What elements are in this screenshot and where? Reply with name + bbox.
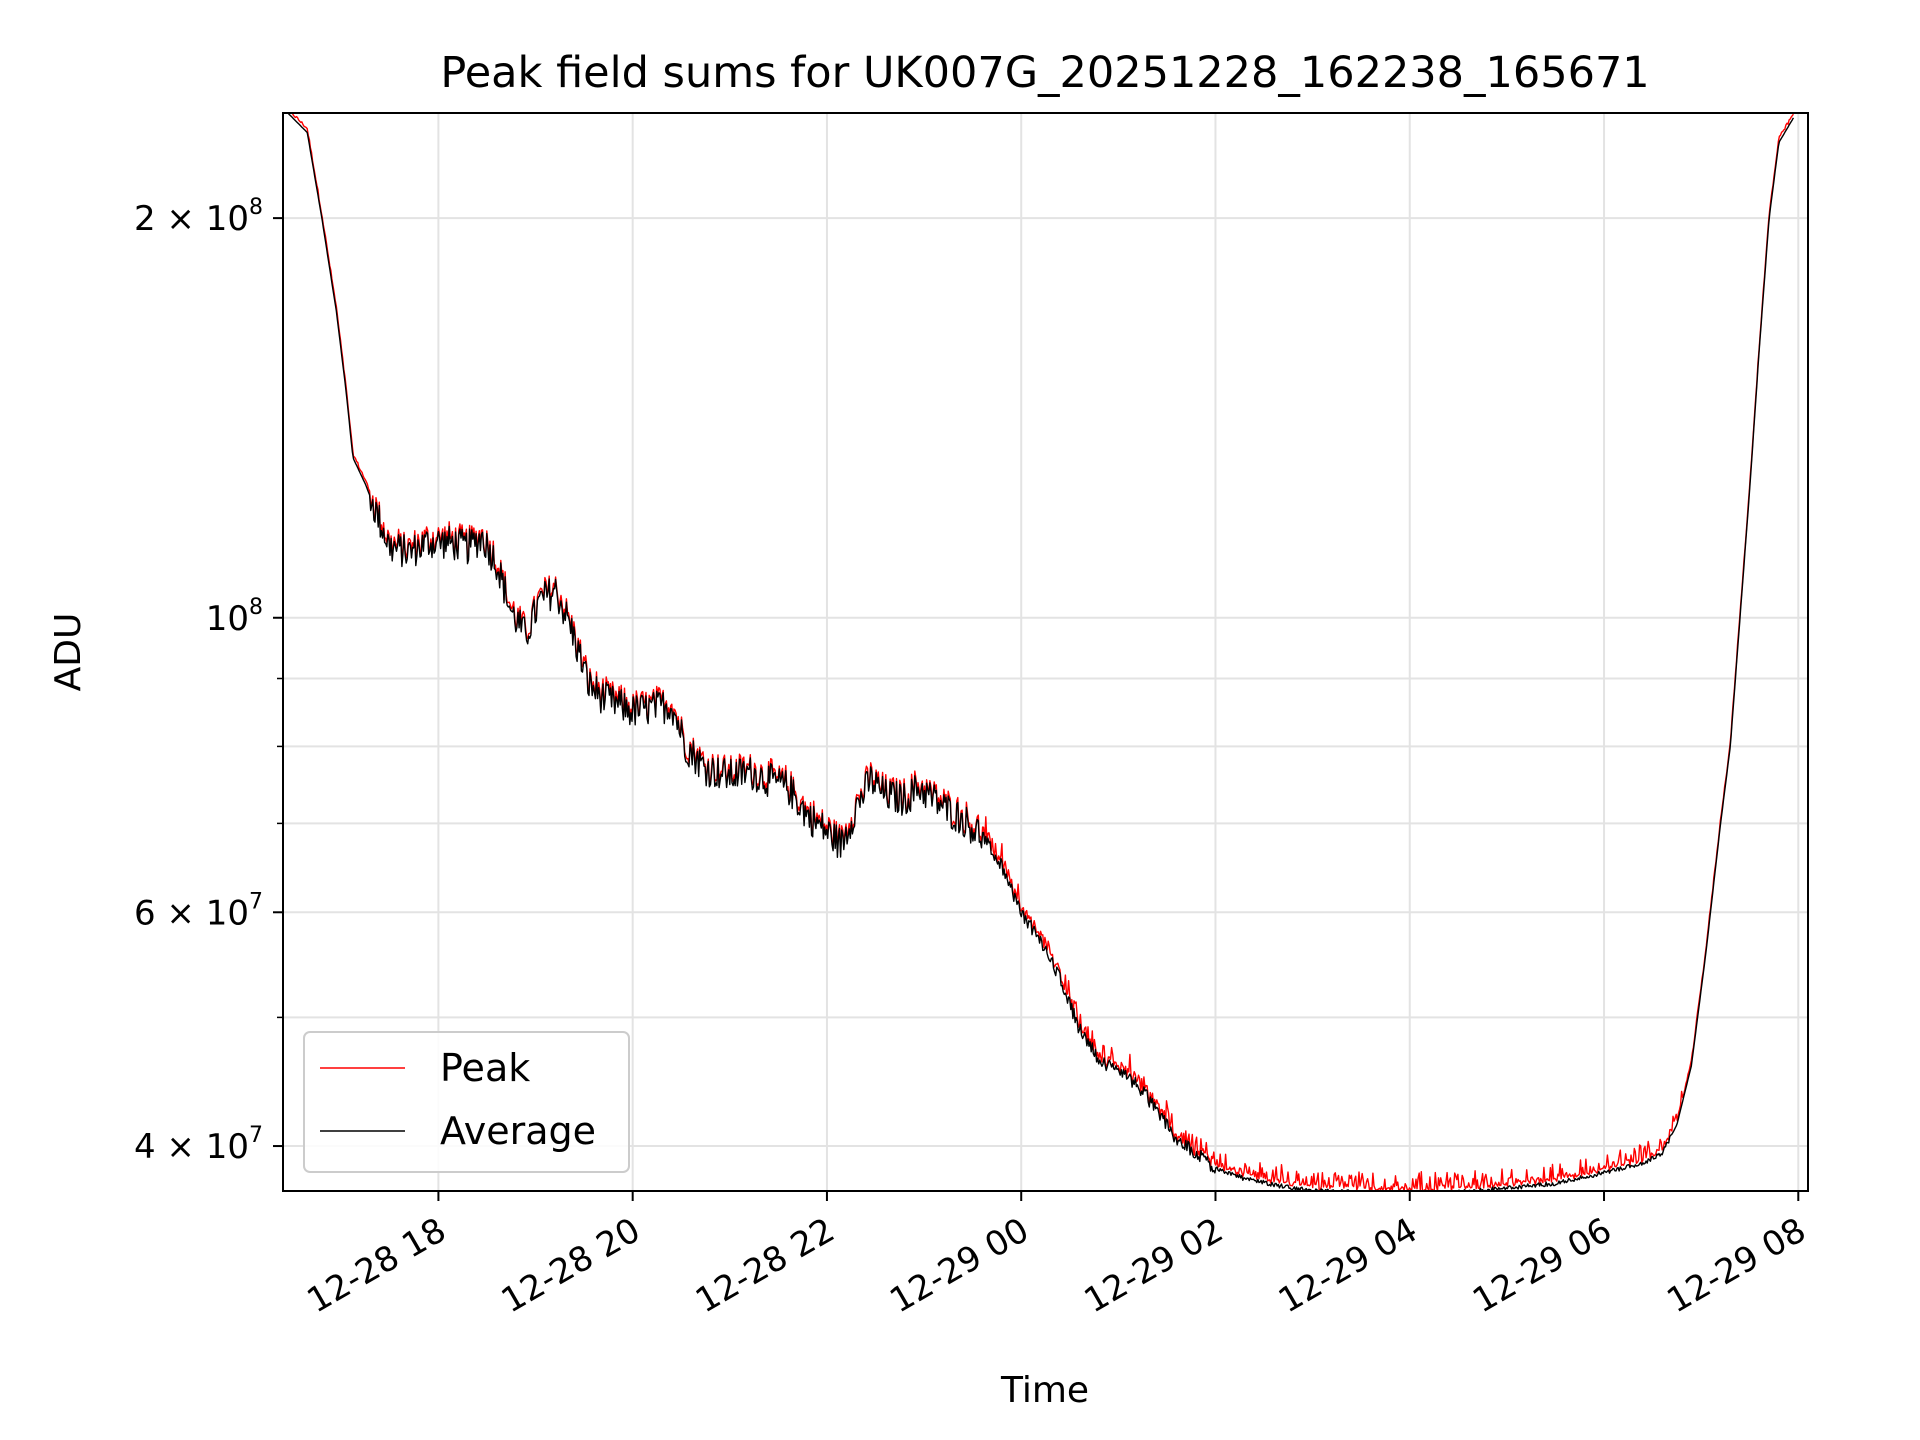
legend-box — [303, 1031, 630, 1173]
legend-average-label: Average — [440, 1109, 596, 1153]
chart-title: Peak field sums for UK007G_20251228_1622… — [440, 48, 1649, 98]
legend-peak-label: Peak — [440, 1046, 530, 1090]
y-tick-label: 6 × 107 — [134, 889, 263, 933]
y-tick-exponent: 7 — [249, 1123, 263, 1148]
peak-series-line — [287, 112, 1794, 1192]
series-layer — [287, 112, 1795, 1192]
y-tick-exponent: 7 — [249, 889, 263, 914]
y-tick-mantissa: 6 — [134, 893, 156, 933]
y-tick-mantissa: 2 — [134, 199, 156, 239]
y-tick-label: 4 × 107 — [134, 1123, 263, 1167]
legend: Peak Average — [303, 1031, 630, 1173]
y-tick-mantissa: 4 — [134, 1127, 156, 1167]
plot-frame — [282, 112, 1809, 1192]
y-axis-title: ADU — [48, 613, 89, 692]
average-series-line — [287, 112, 1795, 1192]
y-tick-exponent: 8 — [249, 195, 263, 220]
grid-layer — [283, 113, 1808, 1191]
x-axis-title: Time — [1000, 1370, 1089, 1411]
y-tick-exponent: 8 — [249, 595, 263, 620]
y-tick-label: 2 × 108 — [134, 195, 263, 239]
